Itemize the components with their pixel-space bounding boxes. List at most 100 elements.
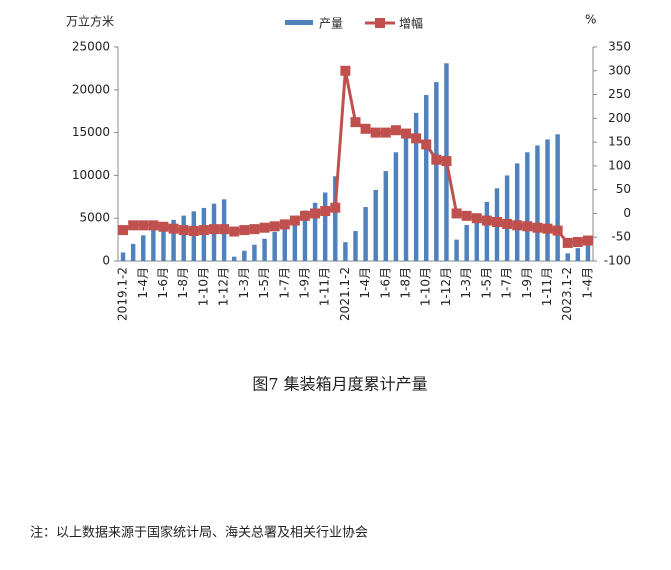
bar [333, 176, 338, 261]
y2-tick-label: 200 [608, 111, 631, 125]
marker [158, 221, 169, 232]
x-tick-label: 1-9月 [520, 267, 534, 299]
marker [522, 221, 533, 232]
y-tick-label: 20000 [72, 82, 110, 96]
legend-swatch [375, 18, 385, 28]
y-tick-label: 10000 [72, 168, 110, 182]
x-tick-label: 1-4月 [580, 267, 594, 299]
x-tick-label: 2023.1-2 [560, 267, 574, 321]
x-tick-label: 1-10月 [196, 267, 210, 306]
marker [411, 133, 422, 144]
marker [542, 223, 553, 234]
x-tick-label: 1-6月 [156, 267, 170, 299]
x-tick-label: 1-12月 [217, 267, 231, 306]
bar [565, 253, 570, 261]
marker [491, 217, 502, 228]
bar [191, 211, 197, 261]
marker [310, 208, 321, 219]
x-tick-label: 1-7月 [500, 267, 514, 299]
bar [322, 192, 328, 261]
bar [292, 218, 298, 261]
marker [451, 208, 462, 219]
caption: 图7 集装箱月度累计产量 [252, 375, 427, 394]
bar [130, 243, 136, 261]
marker [532, 222, 543, 233]
bar [504, 175, 510, 261]
bar [525, 152, 530, 261]
y-tick-label: 0 [102, 254, 110, 268]
marker [259, 222, 270, 233]
marker [552, 225, 563, 236]
y2-tick-label: -100 [604, 254, 631, 268]
marker [340, 65, 351, 76]
legend-swatch [285, 20, 313, 25]
x-tick-label: 1-9月 [297, 267, 311, 299]
bar [514, 163, 520, 261]
x-tick-label: 1-6月 [378, 267, 392, 299]
marker [562, 237, 573, 248]
marker [118, 225, 129, 236]
bar [252, 244, 257, 261]
bar [413, 112, 419, 261]
marker [289, 215, 300, 226]
marker [239, 225, 250, 236]
marker [138, 220, 149, 231]
bar [242, 250, 247, 261]
x-tick-label: 1-12月 [439, 267, 453, 306]
bar [151, 229, 156, 261]
bar [575, 248, 581, 261]
marker [370, 127, 381, 138]
marker [148, 220, 159, 231]
x-tick-label: 1-7月 [277, 267, 291, 299]
bar [232, 256, 237, 261]
bar [161, 224, 166, 261]
marker [279, 219, 290, 230]
marker [431, 154, 442, 165]
marker [209, 224, 220, 235]
x-tick-label: 1-3月 [237, 267, 251, 299]
bar [535, 145, 540, 261]
marker [249, 224, 260, 235]
x-tick-label: 1-11月 [318, 267, 332, 306]
marker [572, 236, 583, 247]
y2-tick-label: 0 [623, 206, 631, 220]
bar [343, 242, 348, 261]
x-tick-label: 1-10月 [419, 267, 433, 306]
marker [198, 225, 209, 236]
bar [464, 225, 469, 261]
x-tick-label: 1-11月 [540, 267, 554, 306]
marker [441, 156, 452, 167]
y-axis-label: 万立方米 [66, 14, 114, 29]
y2-tick-label: 150 [608, 135, 631, 149]
marker [390, 125, 401, 136]
bar [171, 219, 176, 261]
marker [299, 210, 310, 221]
bar [312, 202, 318, 261]
marker [360, 123, 371, 134]
bar [454, 239, 459, 261]
marker [461, 210, 472, 221]
marker [512, 220, 523, 231]
legend-label: 增幅 [399, 16, 423, 31]
marker [320, 206, 331, 217]
y-tick-label: 15000 [72, 125, 110, 139]
marker [188, 226, 199, 237]
note: 注：以上数据来源于国家统计局、海关总署及相关行业协会 [30, 525, 368, 541]
bar [353, 231, 358, 261]
bar [120, 252, 126, 261]
bar [403, 132, 409, 261]
x-tick-label: 2019.1-2 [116, 267, 130, 321]
marker [128, 220, 139, 231]
y2-tick-label: -50 [611, 230, 631, 244]
x-tick-label: 1-5月 [257, 267, 271, 299]
marker [229, 226, 240, 237]
x-tick-label: 1-5月 [479, 267, 493, 299]
bar [262, 238, 267, 261]
marker [330, 202, 341, 213]
bar [141, 235, 146, 261]
y2-tick-label: 350 [608, 40, 631, 54]
y2-tick-label: 100 [608, 158, 631, 172]
legend-label: 产量 [319, 17, 343, 31]
marker [168, 223, 179, 234]
marker [219, 224, 230, 235]
